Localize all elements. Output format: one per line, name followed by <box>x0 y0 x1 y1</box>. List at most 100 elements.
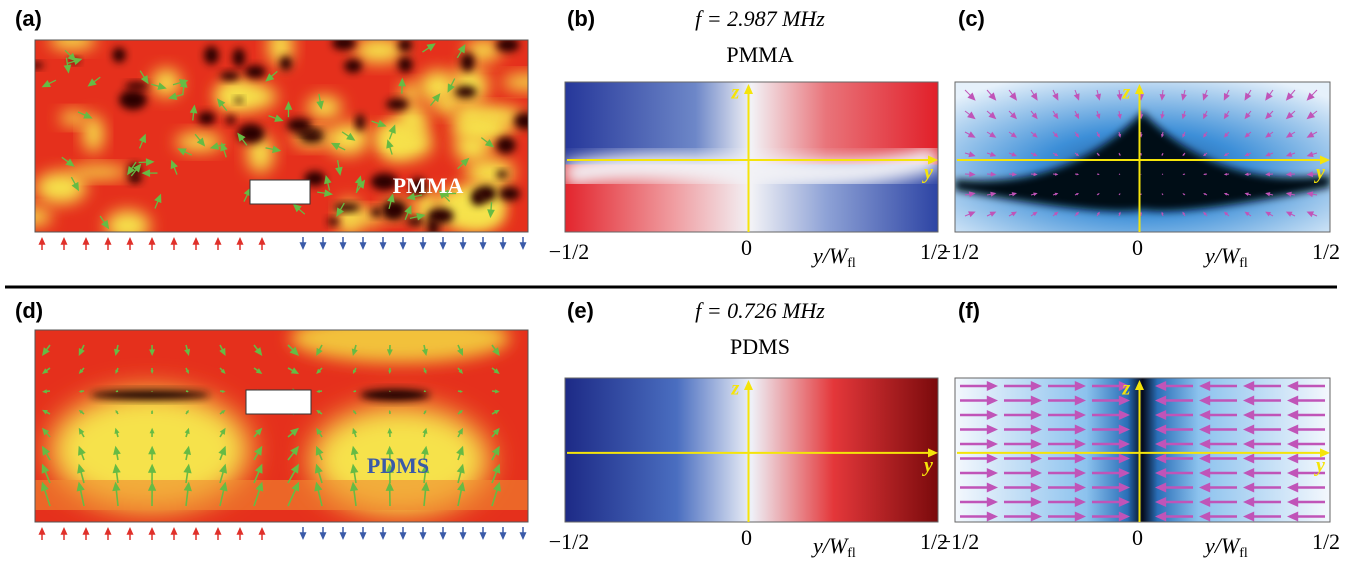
displacement-arrow-head <box>41 463 50 474</box>
streaming-arrow-head <box>1054 172 1059 176</box>
displacement-arrow-head <box>335 166 343 176</box>
displacement-arrow-head <box>147 481 157 491</box>
streaming-arrow-head <box>1199 424 1211 435</box>
streaming-arrow-head <box>1011 192 1018 197</box>
material: PDMS <box>730 334 790 359</box>
streaming-arrow-head <box>1199 511 1211 522</box>
streaming-arrow-head <box>1287 496 1299 508</box>
displacement-arrow-head <box>289 427 300 437</box>
node-spot <box>460 52 475 72</box>
streaming-arrow-head <box>1118 424 1130 435</box>
tick-label: 0 <box>1132 525 1143 550</box>
actuation-arrow-down-head <box>419 242 427 250</box>
displacement-arrow-head <box>346 132 356 141</box>
actuation-arrow-down-head <box>519 242 527 250</box>
panel-label: (c) <box>958 6 985 31</box>
axis-label-main: y/W <box>811 243 849 268</box>
node-spot <box>35 62 44 69</box>
streaming-arrow-head <box>1306 131 1315 138</box>
actuation-arrow-up-head <box>258 527 266 535</box>
streaming-arrow-head <box>1074 395 1086 406</box>
streaming-arrow-head <box>1285 131 1293 138</box>
node-spot <box>427 217 439 232</box>
displacement-arrow-head <box>292 203 302 213</box>
streaming-arrow-head <box>1244 112 1251 120</box>
tick-label: −1/2 <box>549 239 590 264</box>
streaming-arrow-head <box>1009 112 1018 120</box>
hot-spot <box>151 68 181 97</box>
displacement-arrow-head <box>493 409 500 415</box>
actuation-arrow-up-head <box>148 237 156 245</box>
hot-spot <box>105 210 151 232</box>
tick-label: 1/2 <box>1312 239 1340 264</box>
displacement-arrow-head <box>150 370 154 374</box>
streaming-arrow-head <box>1285 151 1293 157</box>
displacement-arrow-head <box>243 187 252 197</box>
hot-spot <box>472 106 524 126</box>
streaming-arrow-head <box>989 211 997 217</box>
node-spot <box>344 59 363 73</box>
axis-label: y/Wfl <box>1203 533 1248 561</box>
streaming-arrow-head <box>1030 409 1042 421</box>
displacement-arrow-head <box>78 427 85 435</box>
displacement-arrow-head <box>115 409 119 414</box>
streaming-arrow-head <box>1118 380 1130 392</box>
actuation-arrow-down-head <box>499 532 507 540</box>
streaming-arrow-head <box>1032 211 1038 217</box>
displacement-arrow-head <box>113 445 121 455</box>
displacement-arrow-head <box>354 175 363 185</box>
field-plot <box>35 40 528 232</box>
streaming-arrow-head <box>1155 380 1167 392</box>
displacement-arrow-head <box>255 481 264 492</box>
actuation-arrow-up-head <box>60 527 68 535</box>
actuation-arrow-down-head <box>299 242 307 250</box>
streaming-arrow-head <box>1052 112 1059 120</box>
z-axis-line-head <box>744 84 753 94</box>
displacement-arrow-head <box>41 80 52 88</box>
node-spot <box>406 217 425 226</box>
displacement-arrow-head <box>87 78 97 87</box>
streaming-arrow-head <box>1054 192 1059 196</box>
streaming-arrow-head <box>1074 467 1086 479</box>
panel-label: (e) <box>567 298 594 323</box>
streaming-arrow-head <box>968 211 976 218</box>
node-spot <box>286 118 312 133</box>
hot-spot <box>465 40 502 62</box>
streaming-arrow-head <box>1118 496 1130 508</box>
streaming-arrow-head <box>1244 132 1250 138</box>
displacement-arrow-head <box>492 347 500 356</box>
displacement-arrow-head <box>183 463 192 474</box>
displacement-arrow-head <box>147 463 157 473</box>
hot-spot <box>465 158 515 187</box>
streaming-arrow-head <box>1074 113 1080 120</box>
node-spot <box>355 113 365 131</box>
streaming-arrow-head <box>1032 132 1038 138</box>
tick-label: 1/2 <box>920 529 948 554</box>
displacement-arrow-head <box>432 93 441 103</box>
actuation-arrow-down-head <box>339 532 347 540</box>
displacement-arrow-head <box>154 193 162 204</box>
streaming-arrow-head <box>1076 173 1080 176</box>
streaming-arrow-head <box>968 151 976 158</box>
streaming-arrow-head <box>1118 453 1130 464</box>
streaming-arrow-head <box>1287 467 1299 479</box>
displacement-arrow-head <box>459 389 464 393</box>
displacement-arrow-head <box>421 463 430 474</box>
streaming-arrow-head <box>1030 453 1042 464</box>
streaming-arrow-head <box>1155 496 1167 508</box>
streaming-arrow-head <box>1118 438 1130 450</box>
streaming-arrow-head <box>1030 482 1042 493</box>
displacement-arrow-head <box>421 445 429 455</box>
displacement-arrow-head <box>323 189 334 197</box>
displacement-arrow-head <box>222 389 226 393</box>
displacement-arrow-head <box>219 463 228 474</box>
displacement-arrow-head <box>255 368 263 374</box>
axis-label-main: y/W <box>1203 533 1241 558</box>
actuation-arrow-up-head <box>170 527 178 535</box>
streaming-arrow-head <box>1243 496 1255 508</box>
displacement-arrow-head <box>456 463 465 474</box>
displacement-arrow-head <box>314 481 323 492</box>
node-spot <box>232 48 246 68</box>
streaming-arrow-head <box>1223 132 1229 138</box>
actuation-arrow-down-head <box>359 532 367 540</box>
